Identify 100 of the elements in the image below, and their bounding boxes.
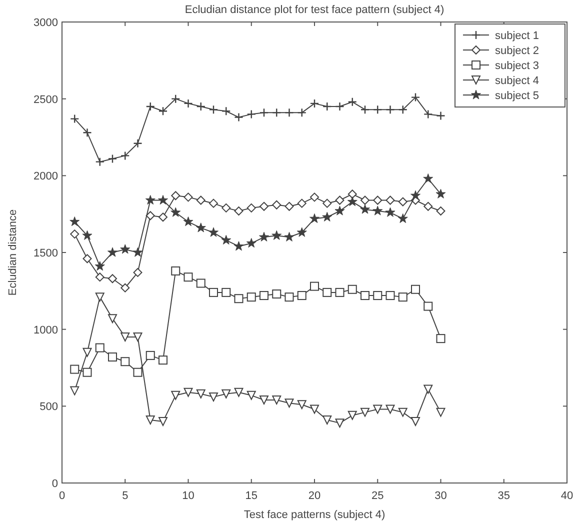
point (196, 196, 206, 205)
point (335, 196, 344, 205)
point (108, 154, 118, 164)
point (158, 195, 168, 205)
point (196, 222, 206, 232)
point (284, 202, 294, 211)
y-tick-label: 0 (52, 478, 58, 490)
point (132, 247, 143, 257)
point (310, 192, 319, 202)
point (309, 213, 320, 223)
point (272, 230, 282, 240)
point (120, 283, 130, 292)
point (196, 278, 206, 288)
point (146, 211, 155, 220)
point (171, 191, 180, 200)
point (222, 203, 231, 212)
point (158, 356, 168, 365)
point (348, 190, 357, 199)
point (260, 396, 268, 405)
point (246, 203, 256, 212)
point (158, 106, 168, 116)
point (310, 404, 319, 414)
point (398, 408, 408, 417)
point (398, 197, 408, 206)
point (424, 384, 433, 394)
point (196, 389, 206, 398)
point (120, 357, 130, 366)
point (184, 192, 193, 202)
point (424, 202, 433, 211)
point (386, 404, 395, 414)
point (94, 261, 105, 271)
point (335, 102, 344, 112)
point (423, 173, 434, 184)
point (70, 364, 80, 374)
point (209, 198, 218, 208)
point (221, 234, 232, 244)
point (335, 288, 344, 297)
point (398, 104, 408, 114)
point (424, 302, 433, 311)
point (95, 292, 104, 302)
point (158, 212, 168, 222)
point (284, 398, 294, 408)
point (234, 294, 244, 304)
point (171, 390, 180, 400)
y-tick-label: 3000 (34, 17, 58, 29)
point (272, 108, 282, 118)
point (436, 206, 446, 216)
point (145, 195, 156, 205)
point (310, 282, 319, 291)
point (284, 232, 294, 242)
point (398, 213, 408, 223)
point (272, 396, 282, 405)
point (360, 408, 370, 417)
point (284, 108, 294, 118)
point (260, 202, 268, 211)
point (70, 386, 80, 396)
point (234, 206, 244, 216)
point (133, 332, 142, 342)
point (95, 343, 104, 352)
point (398, 292, 408, 302)
point (108, 352, 117, 362)
point (296, 227, 307, 237)
y-axis-title: Ecludian distance (7, 209, 19, 296)
point (209, 392, 218, 402)
point (170, 207, 181, 217)
y-tick-label: 2000 (34, 170, 58, 183)
point (82, 368, 92, 377)
point (373, 404, 382, 414)
point (322, 288, 332, 297)
point (348, 97, 357, 107)
point (436, 408, 446, 417)
point (272, 200, 282, 210)
point (234, 112, 244, 122)
point (410, 92, 420, 102)
point (360, 104, 370, 114)
point (246, 292, 256, 302)
point (322, 102, 332, 112)
point (184, 272, 193, 282)
point (120, 151, 130, 160)
point (348, 284, 357, 294)
point (373, 291, 382, 300)
x-tick-label: 25 (372, 490, 384, 502)
point (209, 288, 218, 297)
point (411, 284, 420, 294)
point (360, 204, 370, 214)
point (196, 102, 206, 112)
point (107, 247, 118, 257)
point (360, 291, 370, 300)
x-tick-label: 15 (245, 490, 258, 502)
point (436, 111, 446, 120)
point (411, 417, 420, 426)
point (133, 138, 142, 148)
point (146, 350, 155, 360)
point (222, 106, 231, 116)
x-tick-label: 5 (122, 490, 128, 502)
point (146, 415, 155, 424)
point (322, 198, 332, 208)
point (95, 157, 104, 166)
point (246, 110, 256, 119)
point (208, 104, 218, 114)
